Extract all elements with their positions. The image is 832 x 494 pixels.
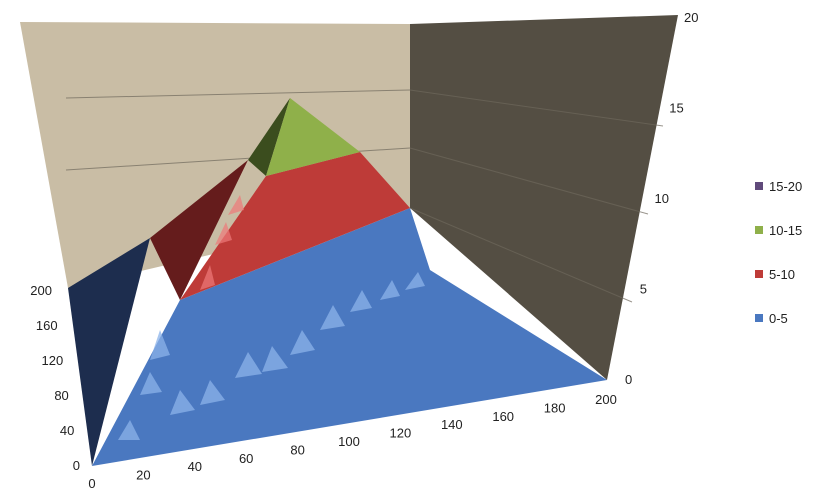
top-face-red	[180, 152, 410, 300]
legend-swatch	[755, 314, 763, 322]
y-tick-label: 120	[41, 353, 63, 368]
front-face-green	[248, 98, 290, 176]
facets	[118, 272, 425, 440]
z-tick-label: 20	[684, 10, 698, 25]
z-tick-label: 15	[669, 101, 683, 116]
legend-item: 15-20	[755, 176, 830, 196]
z-tick-label: 10	[655, 191, 669, 206]
legend-item: 0-5	[755, 308, 830, 328]
x-tick-label: 120	[390, 426, 412, 441]
x-tick-label: 80	[290, 442, 304, 457]
x-tick-label: 180	[544, 400, 566, 415]
facets-red	[200, 195, 244, 290]
z-tick-label: 0	[625, 372, 632, 387]
side-wall	[410, 15, 678, 380]
x-tick-label: 200	[595, 392, 617, 407]
x-tick-label: 160	[492, 409, 514, 424]
surface	[68, 98, 607, 466]
top-face-blue	[92, 208, 607, 466]
legend-label: 5-10	[769, 266, 796, 282]
z-tick-label: 5	[640, 282, 647, 297]
x-tick-label: 60	[239, 451, 253, 466]
front-face-red	[150, 160, 248, 300]
legend-swatch	[755, 270, 763, 278]
x-tick-label: 140	[441, 417, 463, 432]
y-tick-label: 200	[30, 283, 52, 298]
legend-label: 15-20	[769, 178, 803, 194]
legend-label: 0-5	[769, 310, 788, 326]
legend-item: 5-10	[755, 264, 830, 284]
x-tick-label: 20	[136, 468, 150, 483]
legend-swatch	[755, 182, 763, 190]
gridlines	[65, 89, 664, 303]
y-tick-label: 40	[60, 423, 74, 438]
x-tick-label: 100	[338, 434, 360, 449]
legend-swatch	[755, 226, 763, 234]
legend: 15-20 10-15 5-10 0-5	[755, 176, 830, 352]
top-face-green	[266, 98, 360, 176]
x-tick-label: 40	[188, 459, 202, 474]
front-face-blue	[68, 238, 150, 466]
y-tick-label: 0	[73, 458, 80, 473]
legend-label: 10-15	[769, 222, 803, 238]
legend-item: 10-15	[755, 220, 830, 240]
y-tick-label: 80	[54, 388, 68, 403]
y-tick-label: 160	[36, 318, 58, 333]
x-tick-label: 0	[88, 476, 95, 491]
